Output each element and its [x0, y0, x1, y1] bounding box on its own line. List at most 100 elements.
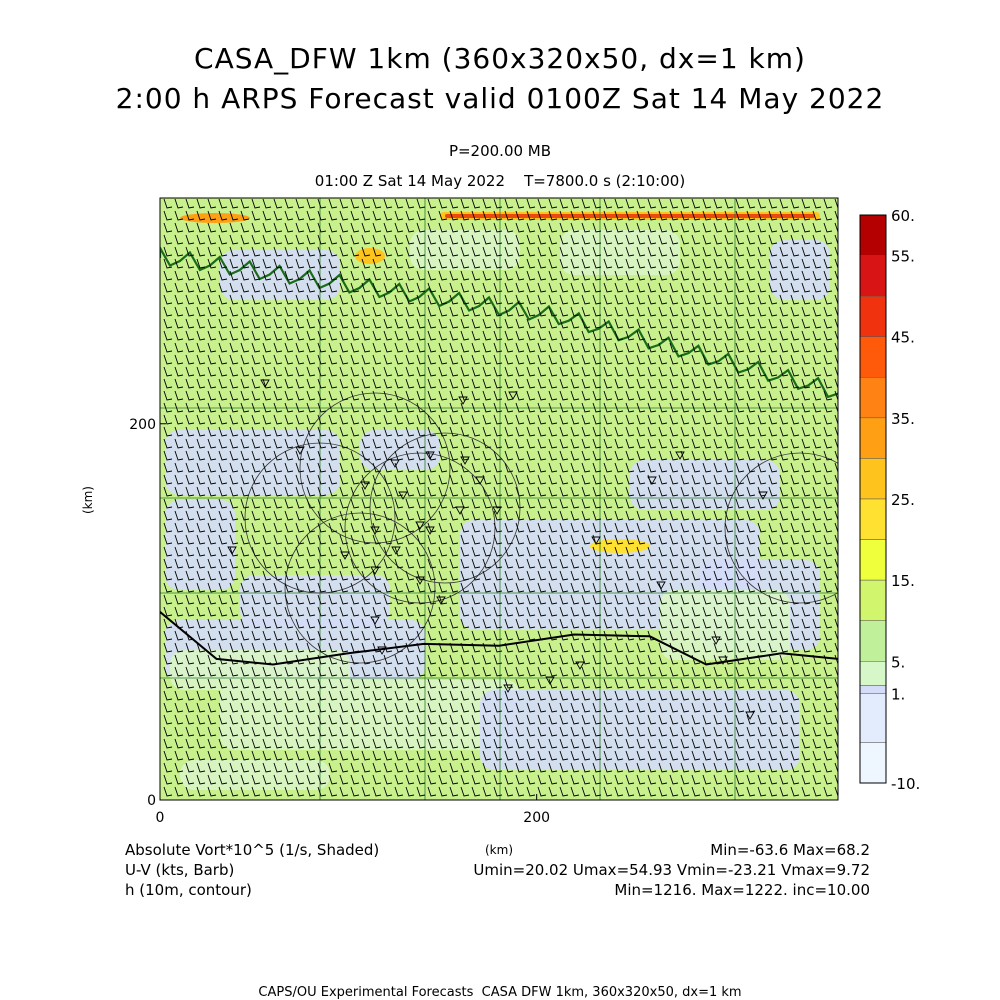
wind-barb — [328, 246, 338, 257]
wind-barb — [779, 270, 789, 281]
wind-barb — [317, 498, 327, 509]
wind-barb — [603, 450, 613, 461]
wind-barb — [174, 498, 184, 509]
wind-barb — [526, 786, 536, 797]
wind-barb — [383, 738, 393, 749]
wind-barb — [394, 762, 404, 773]
wind-barb — [735, 462, 745, 473]
wind-barb — [262, 786, 272, 797]
wind-barb — [438, 402, 448, 413]
wind-barb — [361, 690, 371, 701]
wind-barb — [240, 366, 250, 377]
wind-barb — [163, 402, 173, 413]
wind-barb — [746, 234, 756, 245]
wind-barb — [174, 222, 184, 233]
wind-barb — [702, 486, 712, 497]
wind-barb — [658, 498, 668, 509]
wind-barb — [471, 474, 481, 485]
wind-barb — [515, 678, 525, 689]
wind-barb — [493, 222, 503, 233]
wind-barb — [174, 738, 184, 749]
wind-barb — [735, 654, 745, 665]
wind-barb — [823, 450, 833, 461]
wind-barb — [306, 198, 316, 209]
wind-barb — [339, 426, 349, 437]
wind-barb — [482, 774, 492, 785]
wind-barb — [449, 270, 459, 281]
wind-barb — [295, 294, 305, 305]
wind-barb — [526, 546, 536, 557]
wind-barb — [713, 462, 723, 473]
wind-barb — [636, 630, 646, 641]
wind-barb — [218, 474, 228, 485]
wind-barb — [691, 246, 701, 257]
wind-barb — [361, 474, 371, 485]
county-boundaries — [160, 198, 838, 800]
wind-barb — [548, 222, 558, 233]
wind-barb — [218, 642, 228, 653]
wind-barb — [812, 726, 822, 737]
wind-barb — [262, 378, 272, 389]
wind-barb — [394, 246, 404, 257]
wind-barb — [713, 354, 723, 365]
wind-barb — [746, 618, 756, 629]
wind-barb — [823, 390, 833, 401]
wind-barb — [768, 438, 778, 449]
wind-barb — [647, 378, 657, 389]
wind-barb — [306, 678, 316, 689]
wind-barb — [581, 306, 591, 317]
wind-barb — [251, 210, 261, 221]
wind-barb — [262, 222, 272, 233]
wind-barb — [823, 342, 833, 353]
wind-barb — [427, 330, 437, 341]
wind-barb — [493, 198, 503, 209]
wind-barb — [482, 498, 492, 509]
wind-barb — [647, 402, 657, 413]
wind-barb — [647, 546, 657, 557]
wind-barb — [405, 534, 415, 545]
wind-barb — [757, 738, 767, 749]
wind-barb — [636, 486, 646, 497]
wind-barb — [229, 558, 239, 569]
wind-barb — [768, 282, 778, 293]
wind-barb — [658, 510, 668, 521]
wind-barb — [295, 654, 305, 665]
wind-barb — [823, 258, 833, 269]
wind-barb — [361, 366, 371, 377]
wind-barb — [669, 534, 679, 545]
wind-barb — [680, 438, 690, 449]
wind-barb — [713, 762, 723, 773]
wind-barb — [559, 474, 569, 485]
wind-barb — [383, 570, 393, 581]
wind-barb — [636, 582, 646, 593]
wind-barb — [251, 750, 261, 761]
wind-barb — [416, 522, 426, 533]
wind-barb — [372, 570, 382, 581]
wind-barb — [636, 534, 646, 545]
wind-barb — [735, 498, 745, 509]
wind-barb — [185, 210, 195, 221]
colorbar-band — [859, 620, 887, 662]
wind-barb — [757, 426, 767, 437]
wind-barb — [581, 402, 591, 413]
wind-barb — [438, 714, 448, 725]
wind-barb — [559, 378, 569, 389]
wind-barb — [174, 426, 184, 437]
wind-barb — [735, 246, 745, 257]
wind-barb — [273, 486, 283, 497]
wind-barb — [812, 390, 822, 401]
wind-barb — [207, 246, 217, 257]
colorbar-label: 5. — [891, 653, 905, 671]
wind-barb — [790, 402, 800, 413]
wind-barb — [262, 630, 272, 641]
wind-barb — [691, 402, 701, 413]
station-marker — [436, 596, 446, 605]
wind-barb — [438, 306, 448, 317]
wind-barb — [504, 354, 514, 365]
wind-barb — [394, 606, 404, 617]
wind-barb — [174, 570, 184, 581]
wind-barb — [328, 258, 338, 269]
wind-barb — [339, 642, 349, 653]
wind-barb — [801, 606, 811, 617]
wind-barb — [757, 582, 767, 593]
